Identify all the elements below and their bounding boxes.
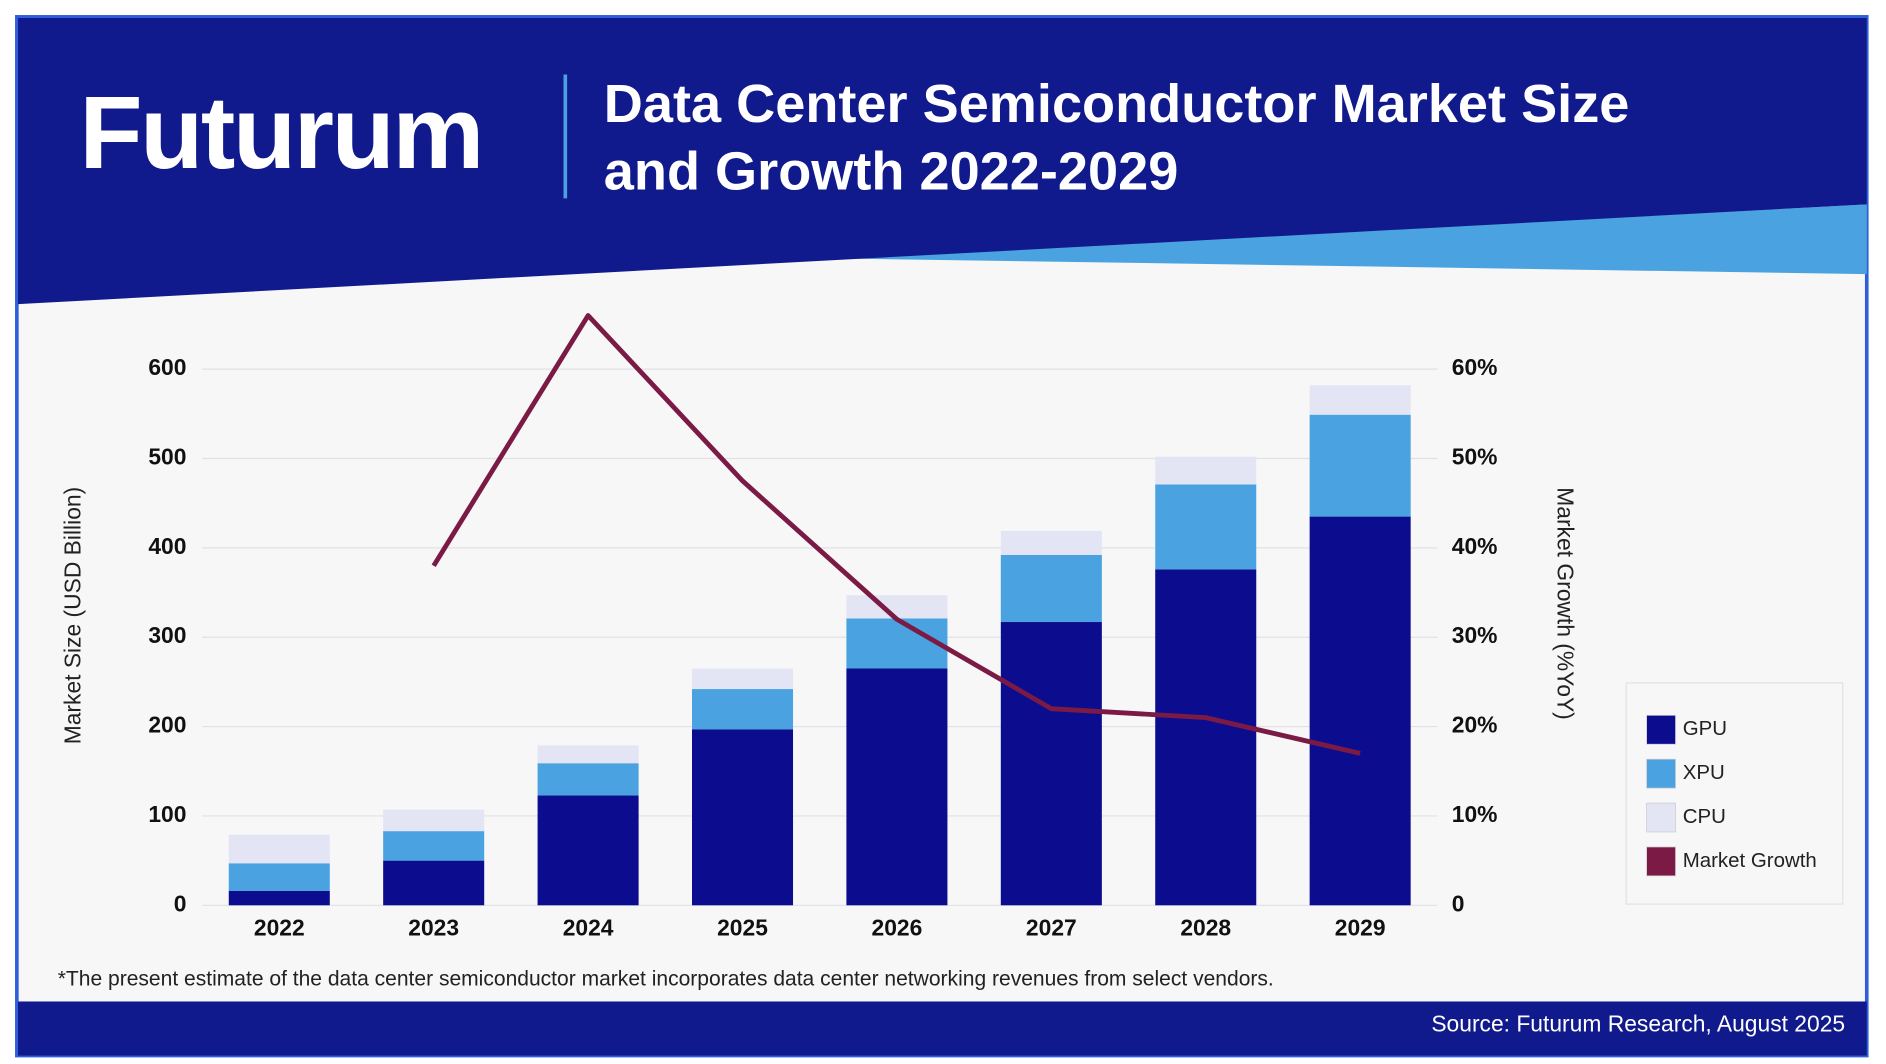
legend-swatch [1646, 802, 1676, 833]
bar-segment [1000, 530, 1102, 556]
footnote: *The present estimate of the data center… [58, 967, 1274, 990]
bar-segment [537, 763, 639, 796]
bar-segment [691, 689, 794, 730]
y-tick-label: 0 [174, 890, 187, 916]
chart-title: Data Center Semiconductor Market Size and… [604, 75, 1630, 202]
bar-segment [846, 595, 948, 619]
y-axis-title: Market Size (USD Billion) [60, 487, 86, 744]
bar-segment [537, 795, 639, 906]
bar-segment [846, 668, 948, 906]
x-tick-label: 2024 [563, 914, 614, 940]
y2-tick-label: 20% [1452, 712, 1498, 738]
bar-segment [383, 831, 485, 861]
bar-segment [228, 834, 330, 864]
y-tick-label: 400 [148, 533, 186, 559]
growth-line [431, 313, 1361, 756]
x-tick-label: 2022 [254, 914, 305, 940]
bar-segment [691, 729, 794, 906]
x-tick-label: 2026 [872, 914, 923, 940]
y-tick-label: 200 [148, 712, 186, 738]
legend-swatch [1646, 714, 1676, 745]
legend-swatch [1646, 758, 1676, 789]
bar-segment [383, 809, 485, 832]
x-tick-label: 2025 [717, 914, 768, 940]
y2-axis-title: Market Growth (%YoY) [1553, 487, 1579, 720]
y-tick-label: 500 [148, 444, 186, 470]
bar-segment [537, 745, 639, 764]
x-tick-label: 2029 [1335, 914, 1386, 940]
header-accent [841, 204, 1867, 275]
bar-segment [1155, 456, 1257, 485]
bar-segment [383, 860, 485, 906]
x-tick-label: 2027 [1026, 914, 1077, 940]
bar-segment [1309, 414, 1411, 517]
header-band [18, 18, 1867, 305]
bar-segment [1309, 385, 1411, 415]
bar-segment [228, 863, 330, 892]
y2-tick-label: 30% [1452, 622, 1498, 648]
bar-segment [691, 668, 794, 690]
bar-segment [846, 618, 948, 669]
x-tick-label: 2023 [408, 914, 459, 940]
y-tick-label: 300 [148, 622, 186, 648]
bar-segment [1000, 555, 1102, 623]
legend-label: Market Growth [1683, 849, 1817, 872]
bar-segment [228, 891, 330, 906]
legend-label: XPU [1683, 761, 1725, 784]
y2-tick-label: 0 [1452, 890, 1465, 916]
legend-swatch [1646, 846, 1676, 877]
bar-segment [1000, 622, 1102, 906]
bar-segment [1155, 569, 1257, 906]
y-tick-label: 600 [148, 354, 186, 380]
legend-label: CPU [1683, 805, 1726, 828]
x-tick-label: 2028 [1180, 914, 1231, 940]
source: Source: Futurum Research, August 2025 [1431, 1011, 1845, 1037]
y2-tick-label: 50% [1452, 444, 1498, 470]
footer-band [18, 1001, 1867, 1056]
bar-segment [1309, 516, 1411, 906]
y2-tick-label: 40% [1452, 533, 1498, 559]
legend-label: GPU [1683, 717, 1727, 740]
brand-logo: Futurum [79, 74, 482, 190]
y-tick-label: 100 [148, 801, 186, 827]
y2-tick-label: 10% [1452, 801, 1498, 827]
bar-segment [1155, 484, 1257, 570]
y2-tick-label: 60% [1452, 354, 1498, 380]
